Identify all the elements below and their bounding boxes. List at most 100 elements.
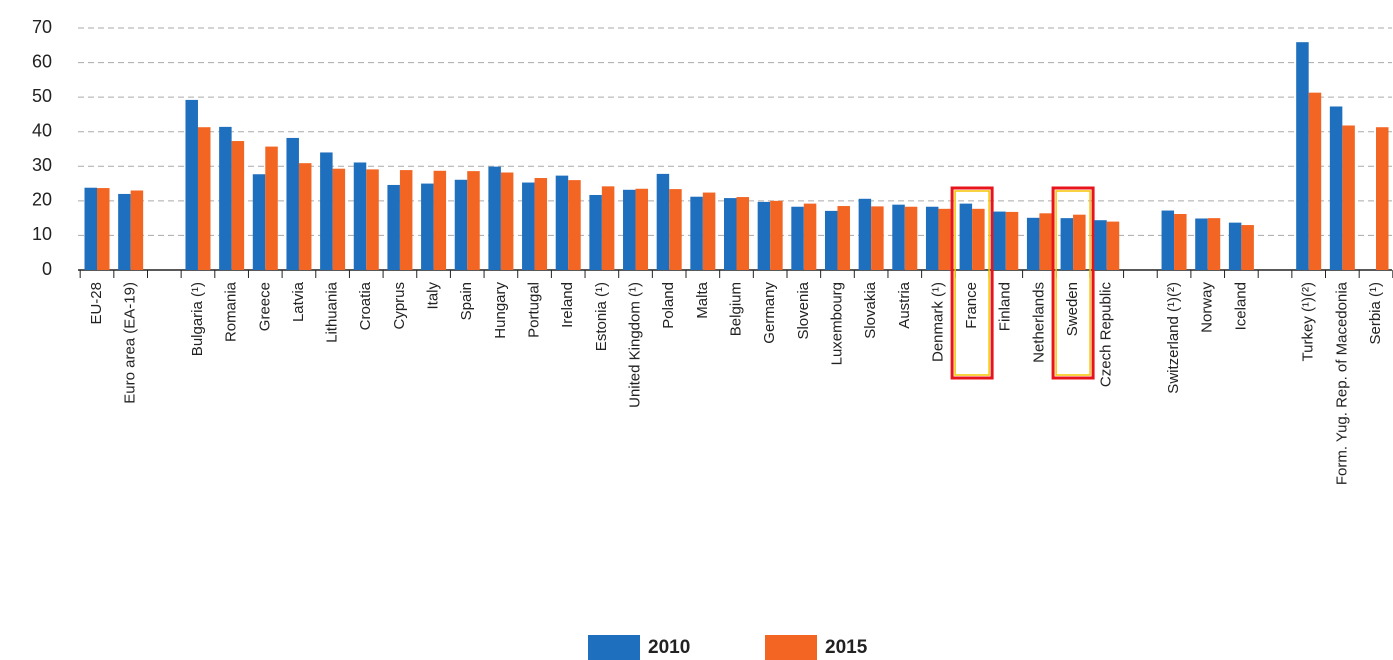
bar [320, 152, 333, 270]
bar [298, 163, 312, 270]
bar [286, 137, 299, 270]
bar [130, 190, 144, 270]
bar [824, 210, 838, 270]
bar [252, 174, 266, 270]
bar [993, 211, 1006, 270]
bar [387, 184, 400, 270]
highlight-box [950, 186, 994, 380]
bar [656, 173, 670, 270]
bar [399, 170, 413, 270]
bar [803, 203, 817, 270]
bar [1174, 213, 1187, 270]
bar [231, 141, 245, 270]
x-tick-label: Cyprus [391, 282, 408, 330]
bar [197, 127, 211, 270]
x-tick-label: Hungary [492, 282, 509, 339]
bar [366, 169, 379, 270]
x-tick-label: Slovenia [795, 281, 812, 339]
bar [1376, 127, 1389, 270]
bar [1094, 220, 1107, 270]
bar [702, 192, 716, 270]
bar [791, 206, 804, 270]
y-tick-label: 20 [32, 190, 52, 210]
bar [1308, 92, 1322, 270]
x-tick-label: Euro area (EA-19) [122, 282, 139, 404]
x-tick-label: Finland [997, 282, 1014, 331]
x-tick-label: Netherlands [1030, 282, 1047, 363]
bar [488, 166, 501, 270]
highlight-box-inner [954, 190, 990, 376]
x-tick-label: Austria [896, 281, 913, 328]
y-tick-label: 40 [32, 120, 52, 140]
legend-swatch [588, 635, 640, 660]
y-tick-label: 30 [32, 155, 52, 175]
x-tick-label: Luxembourg [828, 282, 845, 365]
bar [690, 196, 703, 270]
bar [185, 99, 198, 270]
bar [669, 189, 682, 270]
x-tick-label: Italy [425, 282, 442, 310]
bar [871, 206, 884, 270]
bar [522, 182, 535, 270]
bar [353, 162, 367, 270]
x-tick-label: Lithuania [324, 281, 341, 343]
bar [736, 197, 749, 270]
x-tick-label: Iceland [1232, 282, 1249, 330]
legend-swatch [765, 635, 817, 660]
x-tick-label: Sweden [1064, 282, 1081, 336]
x-tick-label: Czech Republic [1098, 282, 1115, 388]
bar [1207, 218, 1221, 270]
highlight-box-inner [1055, 190, 1091, 376]
bar [1073, 214, 1086, 270]
bar [858, 198, 872, 270]
bar [1161, 210, 1175, 270]
legend-label: 2015 [825, 637, 868, 658]
bar [1342, 125, 1355, 271]
bar [84, 187, 97, 270]
bar [635, 188, 649, 270]
bar [589, 194, 602, 270]
bar [467, 171, 480, 270]
bar [601, 186, 615, 270]
bar [433, 170, 447, 270]
bar [568, 180, 581, 270]
bar [1195, 218, 1208, 270]
y-tick-label: 60 [32, 51, 52, 71]
x-tick-label: United Kingdom (¹) [626, 282, 643, 408]
bar [265, 146, 278, 270]
bar [97, 188, 110, 270]
bar [118, 193, 131, 270]
y-tick-label: 50 [32, 86, 52, 106]
bar [454, 179, 468, 270]
x-tick-label: Serbia (¹) [1367, 282, 1384, 345]
x-tick-label: Norway [1199, 282, 1216, 333]
x-tick-label: Turkey (¹)(²) [1300, 282, 1317, 361]
bar [1329, 106, 1343, 270]
x-tick-label: Form. Yug. Rep. of Macedonia [1333, 281, 1350, 485]
bar [938, 208, 951, 270]
bar [219, 126, 232, 270]
bar [1026, 217, 1040, 270]
bar [724, 198, 737, 270]
bar [500, 172, 514, 270]
y-tick-label: 70 [32, 17, 52, 37]
x-tick-label: Ireland [559, 282, 576, 328]
bar [1296, 42, 1309, 270]
bar [757, 201, 771, 270]
bar [925, 206, 939, 270]
x-tick-label: Poland [660, 282, 677, 329]
bar [837, 206, 850, 270]
x-tick-label: Malta [694, 281, 711, 318]
y-tick-label: 10 [32, 224, 52, 244]
x-tick-label: EU-28 [88, 282, 105, 325]
bar [1241, 225, 1254, 270]
x-tick-label: Croatia [357, 281, 374, 330]
bar [770, 200, 783, 270]
x-tick-label: Slovakia [862, 281, 879, 338]
bar [555, 175, 569, 270]
bar [421, 183, 434, 270]
x-tick-label: Bulgaria (¹) [189, 282, 206, 356]
bar [972, 208, 985, 270]
x-tick-label: Latvia [290, 281, 307, 322]
